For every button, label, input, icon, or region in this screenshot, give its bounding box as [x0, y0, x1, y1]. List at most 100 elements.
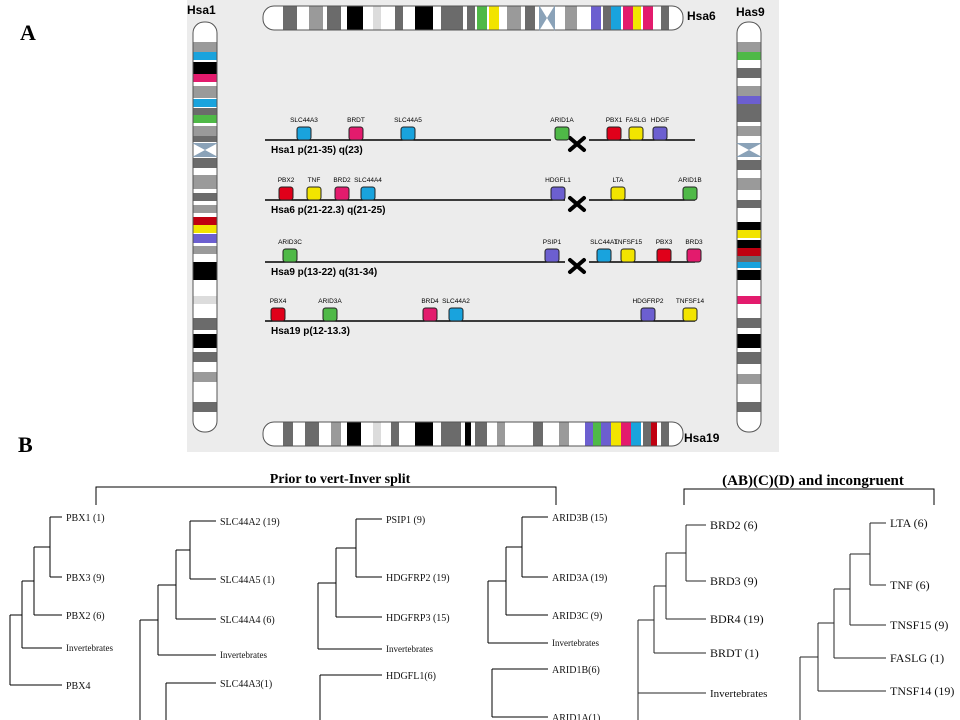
- tree-leaf-label: HDGFL1(6): [386, 671, 436, 682]
- tree-leaf-label: SLC44A4 (6): [220, 615, 275, 626]
- tree-leaf-label: ARID3A (19): [552, 573, 607, 584]
- tree-leaf-label: HDGFRP2 (19): [386, 573, 450, 584]
- tree-leaf-label: BRD3 (9): [710, 574, 758, 588]
- tree-arid: [487, 516, 548, 718]
- gene-box: [550, 186, 566, 201]
- track-label: Hsa6 p(21-22.3) q(21-25): [271, 205, 386, 216]
- gene-label: SLC44A3: [290, 117, 318, 124]
- tree-leaf-label: PSIP1 (9): [386, 515, 425, 526]
- gene-label: BRDT: [347, 117, 365, 124]
- gene-box: [628, 126, 644, 141]
- panel-a-letter: A: [20, 20, 36, 45]
- chromosome-label-top: Hsa6: [687, 9, 716, 23]
- gene-label: HDGFL1: [545, 177, 571, 184]
- group1-title: Prior to vert-Inver split: [270, 472, 411, 487]
- gene-label: HDGF: [651, 117, 669, 124]
- tree-brd: [637, 524, 706, 720]
- gene-box: [554, 126, 570, 141]
- chromosome-hsa6: [262, 5, 684, 31]
- gene-box: [544, 248, 560, 263]
- tree-leaf-label: PBX4: [66, 681, 90, 692]
- phylogeny-panel: Prior to vert-Inver split (AB)(C)(D) and…: [9, 472, 954, 720]
- gene-label: TNFSF15: [614, 239, 643, 246]
- tree-leaf-label: BRDT (1): [710, 646, 759, 660]
- gene-label: SLC44A2: [442, 298, 470, 305]
- group2-title: (AB)(C)(D) and incongruent: [722, 473, 904, 489]
- tree-leaf-label: ARID1B(6): [552, 665, 600, 676]
- gene-label: PBX1: [606, 117, 623, 124]
- tree-leaf-label: Invertebrates: [710, 688, 767, 700]
- gene-track: Hsa6 p(21-22.3) q(21-25) PBX2 TNF BRD2 SLC44…: [265, 177, 702, 216]
- chromosome-label-bottom: Hsa19: [684, 431, 720, 445]
- tree-tnf: [799, 522, 886, 720]
- tree-leaf-label: FASLG (1): [890, 651, 944, 665]
- gene-box: [682, 307, 698, 322]
- tree-pbx: [9, 516, 62, 686]
- gene-label: TNFSF14: [676, 298, 705, 305]
- gene-box: [606, 126, 622, 141]
- gene-box: [448, 307, 464, 322]
- tree-hdgf: [317, 518, 382, 720]
- gene-box: [348, 126, 364, 141]
- cross-icon: [568, 258, 586, 274]
- group1-bracket: [95, 486, 557, 505]
- gene-box: [282, 248, 298, 263]
- tree-leaf-label: ARID3B (15): [552, 513, 607, 524]
- tree-leaf-label: PBX3 (9): [66, 573, 105, 584]
- gene-label: SLC44A1: [590, 239, 618, 246]
- gene-label: BRD2: [333, 177, 351, 184]
- tree-leaf-label: PBX2 (6): [66, 611, 105, 622]
- tree-leaf-label: HDGFRP3 (15): [386, 613, 450, 624]
- chromosome-hsa1: [192, 21, 218, 433]
- gene-track: Hsa1 p(21-35) q(23) SLC44A3 BRDT SLC44A5 ARI…: [265, 117, 695, 156]
- tree-slc44: [139, 520, 216, 720]
- cross-icon: [568, 136, 586, 152]
- gene-box: [682, 186, 698, 201]
- gene-box: [270, 307, 286, 322]
- gene-label: SLC44A5: [394, 117, 422, 124]
- gene-box: [322, 307, 338, 322]
- gene-box: [334, 186, 350, 201]
- gene-label: PBX3: [656, 239, 673, 246]
- gene-box: [686, 248, 702, 263]
- gene-label: ARID1A: [550, 117, 574, 124]
- tree-leaf-label: LTA (6): [890, 516, 928, 530]
- gene-label: ARID3A: [318, 298, 342, 305]
- gene-label: BRD4: [421, 298, 439, 305]
- tree-leaf-label: SLC44A2 (19): [220, 517, 280, 528]
- gene-label: PBX4: [270, 298, 287, 305]
- gene-label: LTA: [613, 177, 625, 184]
- gene-label: FASLG: [626, 117, 647, 124]
- chromosome-hsa19: [262, 421, 684, 447]
- gene-box: [278, 186, 294, 201]
- gene-label: BRD3: [685, 239, 703, 246]
- gene-box: [360, 186, 376, 201]
- gene-box: [422, 307, 438, 322]
- panel-b-letter: B: [18, 432, 33, 457]
- track-label: Hsa1 p(21-35) q(23): [271, 145, 363, 156]
- chromosome-hsa9: [736, 21, 762, 433]
- track-label: Hsa19 p(12-13.3): [271, 326, 350, 337]
- tree-leaf-label: TNSF14 (19): [890, 684, 954, 698]
- gene-box: [596, 248, 612, 263]
- tree-leaf-label: SLC44A5 (1): [220, 575, 275, 586]
- gene-box: [620, 248, 636, 263]
- cross-icon: [568, 196, 586, 212]
- gene-label: ARID3C: [278, 239, 302, 246]
- chromosome-label-left: Hsa1: [187, 3, 216, 17]
- tree-leaf-label: SLC44A3(1): [220, 679, 272, 690]
- gene-track: Hsa19 p(12-13.3) PBX4 ARID3A BRD4 SLC44A2 HDG…: [265, 298, 704, 337]
- group2-bracket: [683, 488, 935, 505]
- gene-box: [296, 126, 312, 141]
- tree-leaf-label: Invertebrates: [220, 650, 267, 660]
- gene-box: [306, 186, 322, 201]
- tree-leaf-label: Invertebrates: [386, 644, 433, 654]
- gene-label: SLC44A4: [354, 177, 382, 184]
- track-label: Hsa9 p(13-22) q(31-34): [271, 267, 377, 278]
- gene-box: [640, 307, 656, 322]
- tree-leaf-label: Invertebrates: [66, 643, 113, 653]
- gene-label: ARID1B: [678, 177, 701, 184]
- gene-box: [652, 126, 668, 141]
- tree-leaf-label: PBX1 (1): [66, 513, 105, 524]
- gene-label: HDGFRP2: [632, 298, 663, 305]
